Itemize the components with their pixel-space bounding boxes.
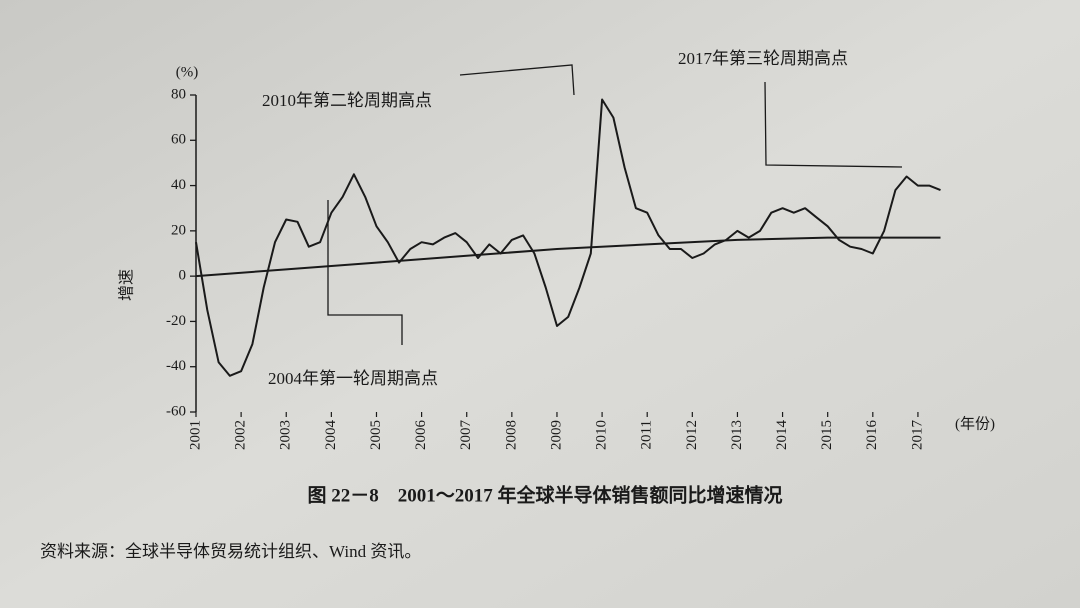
leader-line	[459, 64, 575, 96]
annotation: 2010年第二轮周期高点	[262, 91, 432, 110]
x-tick-label: 2003	[278, 420, 294, 450]
y-tick-label: 0	[179, 268, 187, 284]
y-tick-label: 40	[171, 177, 186, 193]
y-axis-label: 增速	[118, 269, 136, 301]
annotation: 2017年第三轮周期高点	[678, 49, 848, 68]
leader-line	[327, 200, 403, 345]
data-line	[195, 98, 941, 377]
data-line	[195, 236, 941, 278]
leader-line	[764, 81, 903, 168]
annotation: 2004年第一轮周期高点	[268, 369, 438, 388]
x-tick-label: 2012	[684, 420, 700, 450]
y-tick-label: -20	[166, 313, 186, 329]
y-tick-label: -40	[166, 358, 186, 374]
x-tick-label: 2008	[503, 420, 519, 450]
x-tick-label: 2016	[864, 420, 880, 451]
x-tick-label: 2013	[729, 420, 745, 450]
x-tick-label: 2007	[458, 420, 474, 451]
y-unit: (%)	[176, 64, 199, 80]
y-tick-label: -60	[166, 403, 186, 419]
source: 资料来源：全球半导体贸易统计组织、Wind 资讯。	[40, 542, 421, 561]
x-tick-label: 2001	[187, 420, 203, 450]
x-unit: (年份)	[955, 415, 995, 432]
x-tick-label: 2005	[368, 420, 384, 450]
x-tick-label: 2015	[819, 420, 835, 450]
x-tick-label: 2009	[548, 420, 564, 450]
y-tick-label: 80	[171, 86, 186, 102]
x-tick-label: 2017	[909, 420, 925, 451]
x-tick-label: 2010	[594, 420, 610, 450]
y-tick-label: 60	[171, 132, 186, 148]
x-tick-label: 2004	[323, 420, 339, 451]
x-tick-label: 2014	[774, 420, 790, 451]
x-tick-label: 2002	[233, 420, 249, 450]
x-tick-label: 2011	[639, 420, 655, 449]
caption: 图 22－8 2001～2017 年全球半导体销售额同比增速情况	[307, 483, 782, 506]
x-tick-label: 2006	[413, 420, 429, 451]
y-tick-label: 20	[171, 222, 186, 238]
